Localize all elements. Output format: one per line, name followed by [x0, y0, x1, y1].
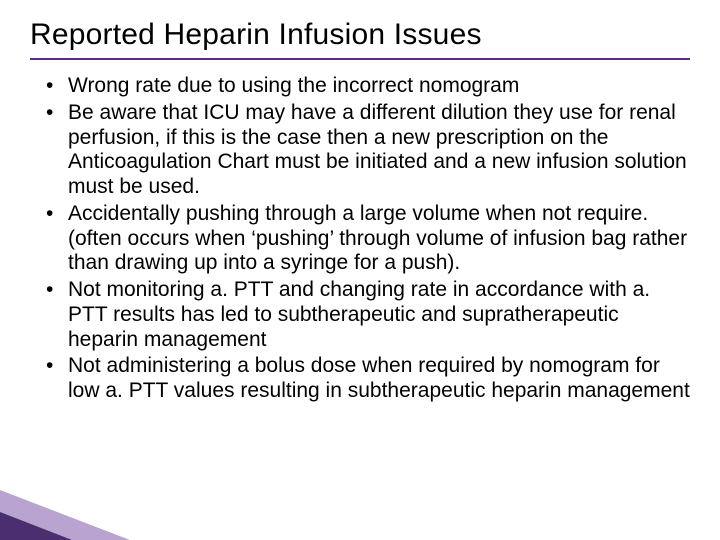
bullet-list: Wrong rate due to using the incorrect no…: [30, 74, 690, 404]
title-underline: [30, 58, 690, 60]
slide-title: Reported Heparin Infusion Issues: [30, 18, 690, 52]
bullet-item: Accidentally pushing through a large vol…: [46, 202, 690, 276]
slide: Reported Heparin Infusion Issues Wrong r…: [0, 0, 720, 540]
bullet-item: Not administering a bolus dose when requ…: [46, 354, 690, 404]
corner-triangle-dark: [0, 512, 72, 540]
bullet-item: Not monitoring a. PTT and changing rate …: [46, 278, 690, 352]
bullet-item: Wrong rate due to using the incorrect no…: [46, 74, 690, 99]
bullet-item: Be aware that ICU may have a different d…: [46, 101, 690, 200]
corner-triangle-light: [0, 490, 130, 540]
corner-decoration: [0, 490, 130, 540]
